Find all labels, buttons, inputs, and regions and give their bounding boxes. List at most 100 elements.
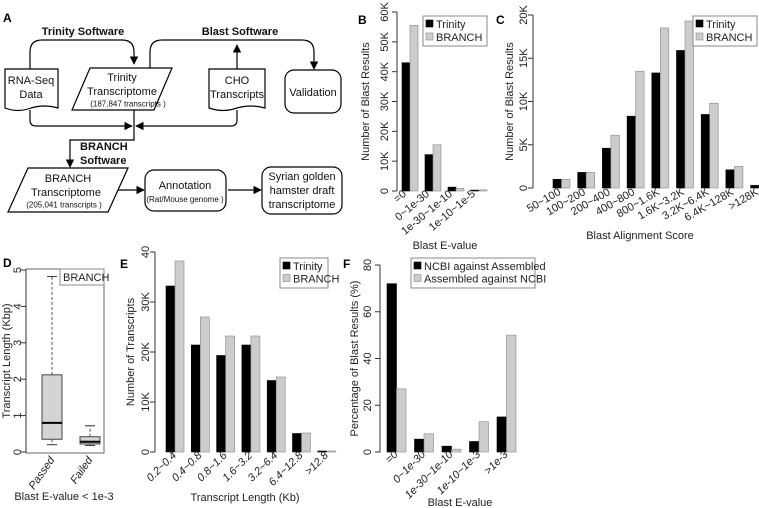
panel-label: E [120,257,128,271]
legend-swatch [425,32,434,41]
box [79,436,101,445]
branch-software-arrow [65,110,135,168]
bar-trinity [626,115,636,189]
panel-label: D [3,256,12,270]
annotation-label: Annotation [159,180,212,192]
validation-label: Validation [289,87,337,99]
bar-branch [301,432,311,453]
legend-label: NCBI against Assembled [424,261,546,273]
bar-trinity [725,169,735,189]
chart-panel-e: 0 10K 20K 30K 40 Number of Transcripts Transcr… [120,246,340,504]
branch-label-2: Transcriptome [31,187,101,199]
legend-label: Trinity [436,19,466,31]
box [41,374,63,440]
legend-label: Assembled against NCBI [424,274,546,286]
bar-trinity [401,62,411,192]
bar-assembled-against-ncbi [478,421,489,453]
y-tick-label: 5K [518,137,530,151]
y-tick-label: 0 [518,185,530,191]
x-axis-label: Blast E-value < 1e-3 [14,491,113,503]
cho-merge-arrow [135,110,238,131]
syrian-box [261,166,343,215]
branch-transcriptome-shape [7,167,129,213]
legend-swatch [282,261,291,270]
annotation-box [144,169,227,212]
x-axis-label: Blast E-value [413,240,478,252]
bar-branch [225,335,235,453]
x-axis-label: Blast Alignment Score [586,230,694,242]
panel-label-a: A [3,11,12,25]
y-tick-label: 30K [379,91,391,111]
trinity-software-label: Trinity Software [42,26,125,38]
x-tick-label: >12.8 [303,449,332,478]
bar-trinity [447,186,457,192]
x-tick-label: >1e-3 [482,448,511,477]
bar-branch [432,144,442,192]
blast-arrow [149,39,319,70]
bar-branch [684,20,694,189]
y-tick-label: 40 [362,352,374,364]
rnaseq-document-shape [4,68,59,112]
legend-swatch [413,274,422,282]
legend-box [422,15,488,47]
y-tick-label: 0 [362,449,374,455]
x-axis-label: Transcript Length (Kb) [190,492,299,504]
bar-trinity [700,114,711,189]
syrian-label-2: hamster draft [270,185,335,197]
bar-branch [659,27,670,189]
validation-box [284,69,342,114]
y-tick-label: 15K [518,48,530,68]
workflow-diagram: A Trinity Software Blast Software RNA-Se… [3,11,343,215]
legend-label: BRANCH [706,32,753,44]
legend-label: BRANCH [293,274,340,286]
bar-trinity [676,50,686,189]
bar-branch [585,172,596,189]
bar-branch [734,166,744,189]
x-axis-label: Blast E-value [428,497,493,508]
trinity-transcriptome-shape [71,67,173,111]
blast-software-label: Blast Software [202,26,278,38]
legend-swatch [413,261,422,270]
y-tick-label: 50K [379,31,391,51]
y-axis-label: Number of Blast Results [504,42,516,161]
legend-swatch [695,32,704,41]
bar-ncbi-against-assembled [496,416,507,453]
chart-panel-d: 0 1 2 3 4 5 Transcript Length (Kbp) Blast E-val… [1,256,114,503]
trinity-arrow [29,39,139,70]
bar-trinity [424,154,434,192]
legend-label: Trinity [706,19,736,31]
trinity-count: (187,847 transcripts ) [90,100,166,109]
bar-branch [478,189,488,192]
bar-branch [250,335,261,453]
legend-label: Trinity [293,261,323,273]
branch-software-label-2: Software [80,155,126,167]
bar-trinity [750,185,759,189]
branch-software-label: BRANCH [80,141,128,153]
bar-assembled-against-ncbi [396,388,407,453]
bar-trinity [191,344,201,453]
y-tick-label: 1 [12,413,24,419]
y-tick-label: 0 [379,188,391,194]
trinity-label-2: Transcriptome [87,86,157,98]
x-tick-label: Passed [27,454,58,492]
branch-label: BRANCH [45,173,92,185]
panel-label: C [496,13,505,27]
y-tick-label: 80 [362,259,374,271]
legend-label: BRANCH [436,32,483,44]
bar-assembled-against-ncbi [451,448,462,453]
y-tick-label: 30K [140,292,152,312]
syrian-label: Syrian golden [268,171,335,183]
legend-swatch [695,19,704,28]
y-tick-label: 0 [12,449,24,455]
y-tick-label: 2 [12,376,24,382]
panel-label: B [358,13,367,27]
y-tick-label: 20K [140,342,152,362]
cho-label-2: Transcripts [210,89,264,101]
bar-branch [635,70,645,189]
bar-assembled-against-ncbi [506,334,517,453]
y-tick-label: 40K [379,61,391,81]
legend-swatch [282,274,291,282]
bar-trinity [266,380,277,453]
